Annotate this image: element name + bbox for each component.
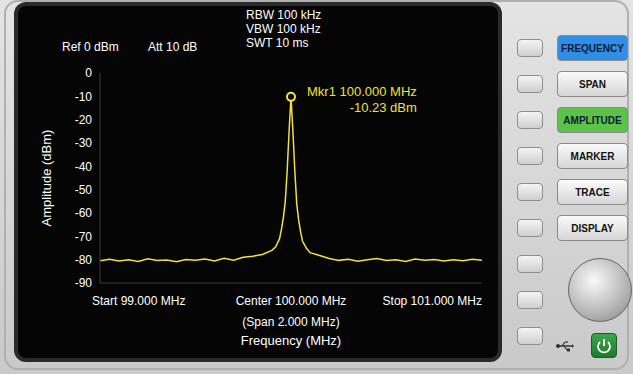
html-text:Ref 0 dBm: Ref 0 dBm: [62, 40, 119, 54]
svg-text:-50: -50: [75, 183, 93, 197]
html-text:AMPLITUDE: AMPLITUDE: [563, 114, 622, 126]
svg-text:Amplitude (dBm): Amplitude (dBm): [39, 130, 54, 227]
svg-text:Center 100.000 MHz: Center 100.000 MHz: [236, 294, 347, 308]
svg-text:-60: -60: [75, 206, 93, 220]
html-text:MARKER: MARKER: [570, 150, 615, 162]
html-text:VBW 100 kHz: VBW 100 kHz: [246, 22, 321, 36]
svg-text:-10: -10: [75, 90, 93, 104]
svg-text:-40: -40: [75, 160, 93, 174]
html-text:Att 10 dB: Att 10 dB: [148, 40, 198, 54]
svg-text:Start 99.000 MHz: Start 99.000 MHz: [92, 294, 185, 308]
svg-text:-80: -80: [75, 253, 93, 267]
svg-text:-90: -90: [75, 276, 93, 290]
html-text:Mkr1 100.000 MHz: Mkr1 100.000 MHz: [307, 83, 417, 99]
svg-text:0: 0: [85, 66, 92, 80]
html-text:-10.23 dBm: -10.23 dBm: [349, 99, 417, 115]
html-text:FREQUENCY: FREQUENCY: [561, 42, 624, 54]
html-text:RBW 100 kHz: RBW 100 kHz: [246, 8, 322, 22]
html-text:(Span 2.000 MHz): (Span 2.000 MHz): [242, 315, 340, 329]
html-text:Frequency (MHz): Frequency (MHz): [240, 333, 342, 348]
svg-text:-30: -30: [75, 136, 93, 150]
html-text:DISPLAY: DISPLAY: [571, 222, 614, 234]
svg-text:-20: -20: [75, 113, 93, 127]
html-text:SWT 10 ms: SWT 10 ms: [246, 36, 309, 50]
svg-text:Stop 101.000 MHz: Stop 101.000 MHz: [383, 294, 482, 308]
html-text:SPAN: SPAN: [579, 78, 606, 90]
svg-text:-70: -70: [75, 230, 93, 244]
html-text:TRACE: TRACE: [575, 186, 610, 198]
